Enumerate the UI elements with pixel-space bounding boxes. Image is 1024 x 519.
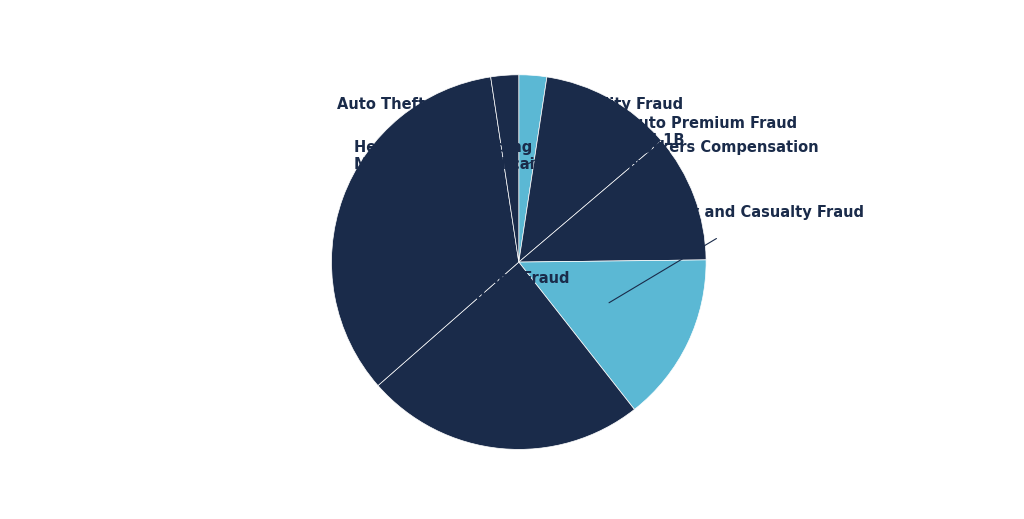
Text: Workers Compensation
Fraud
$34B: Workers Compensation Fraud $34B (612, 140, 819, 227)
Wedge shape (519, 141, 707, 262)
Text: Disability Fraud
$7,4B: Disability Fraud $7,4B (528, 97, 683, 163)
Text: Life Insurance Fraud
$74,4B: Life Insurance Fraud $74,4B (400, 271, 569, 357)
Wedge shape (519, 260, 707, 409)
Text: Property and Casualty Fraud
$45B: Property and Casualty Fraud $45B (609, 204, 864, 303)
Wedge shape (519, 77, 662, 262)
Text: Healthcare (including
Medicare and Medicaid) Fraud
($105B): Healthcare (including Medicare and Medic… (354, 140, 604, 234)
Wedge shape (490, 75, 519, 262)
Text: Auto Premium Fraud
$35,1B: Auto Premium Fraud $35,1B (569, 116, 798, 176)
Wedge shape (332, 77, 519, 386)
Wedge shape (378, 262, 635, 449)
Wedge shape (519, 75, 547, 262)
Text: Auto Theft Fraud
$7,4B: Auto Theft Fraud $7,4B (337, 97, 509, 163)
